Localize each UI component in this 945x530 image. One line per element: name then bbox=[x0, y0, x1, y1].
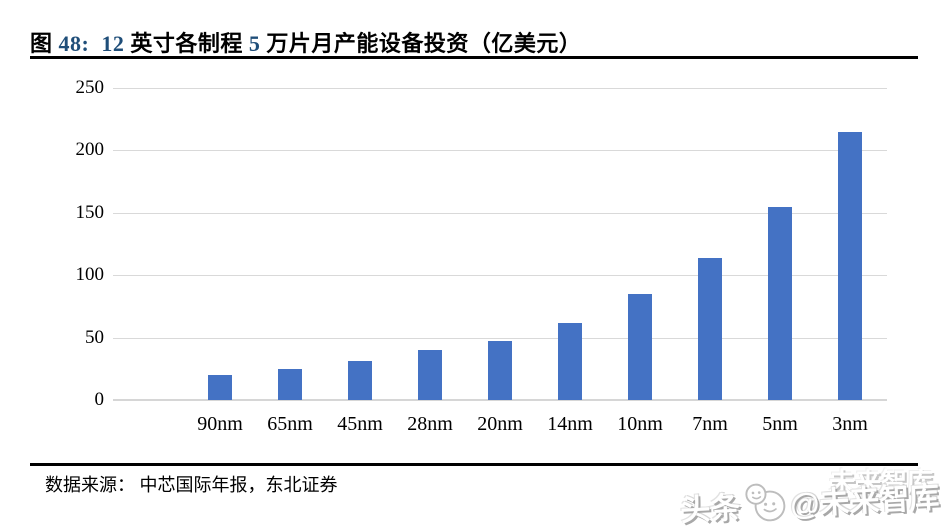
bar-28nm bbox=[418, 350, 442, 400]
y-axis-tick-label: 50 bbox=[85, 326, 104, 348]
watermark-brand-text: 头条 bbox=[679, 491, 741, 528]
y-axis-tick-label: 0 bbox=[94, 389, 105, 410]
x-axis-category-label: 3nm bbox=[832, 413, 868, 435]
x-axis-category-label: 28nm bbox=[407, 413, 453, 435]
data-source-text: 中芯国际年报，东北证券 bbox=[135, 475, 338, 495]
x-axis-category-label: 14nm bbox=[547, 413, 593, 435]
x-axis-category-label: 5nm bbox=[762, 413, 798, 435]
bar-10nm bbox=[628, 293, 652, 400]
figure-title: 图 48: 12 英寸各制程 5 万片月产能设备投资（亿美元） bbox=[30, 26, 581, 58]
x-axis-line bbox=[113, 399, 887, 401]
bar-7nm bbox=[698, 257, 722, 400]
y-axis-tick-label: 150 bbox=[75, 201, 105, 223]
bar-65nm bbox=[278, 368, 302, 400]
figure-title-part: 5 bbox=[248, 31, 267, 56]
x-axis-category-label: 7nm bbox=[692, 413, 728, 435]
bar-5nm bbox=[768, 206, 792, 400]
gridline bbox=[113, 275, 887, 277]
bar-14nm bbox=[558, 322, 582, 400]
gridline bbox=[113, 88, 887, 89]
data-source-label: 数据来源： bbox=[45, 475, 135, 495]
gridline bbox=[113, 212, 887, 214]
bar-45nm bbox=[348, 361, 372, 400]
bar-90nm bbox=[208, 375, 232, 400]
bar-3nm bbox=[838, 131, 862, 400]
y-axis-tick-label: 250 bbox=[75, 77, 105, 98]
x-axis-category-label: 90nm bbox=[197, 413, 243, 435]
gridline bbox=[113, 337, 887, 339]
title-divider bbox=[30, 56, 918, 59]
figure-title-part: 万片月产能设备投资（亿美元） bbox=[266, 31, 582, 56]
x-axis-category-label: 65nm bbox=[267, 413, 313, 435]
x-axis-category-label: 20nm bbox=[477, 413, 523, 435]
figure-title-part: 12 bbox=[89, 31, 131, 56]
footer-divider bbox=[30, 463, 918, 466]
toutiao-smiley-logo-icon bbox=[745, 483, 786, 522]
figure-title-part: 英寸各制程 bbox=[130, 31, 249, 56]
watermark-handle-text: @未来智库 bbox=[789, 481, 940, 523]
watermark-row: 头条 @未来智库 bbox=[679, 471, 940, 530]
figure-title-part: 图 bbox=[30, 31, 59, 56]
figure-title-part: 48: bbox=[58, 31, 90, 56]
y-axis-tick-label: 200 bbox=[75, 139, 105, 161]
bar-20nm bbox=[488, 341, 512, 400]
gridline bbox=[113, 150, 887, 152]
x-axis-category-label: 45nm bbox=[337, 413, 383, 435]
watermark: 未来智库 头条 @未来智库 bbox=[679, 464, 940, 528]
x-axis-category-label: 10nm bbox=[617, 413, 663, 435]
data-source-line: 数据来源： 中芯国际年报，东北证券 bbox=[45, 471, 338, 497]
y-axis-tick-label: 100 bbox=[75, 264, 105, 286]
watermark-ghost-text: 未来智库 bbox=[828, 467, 933, 497]
